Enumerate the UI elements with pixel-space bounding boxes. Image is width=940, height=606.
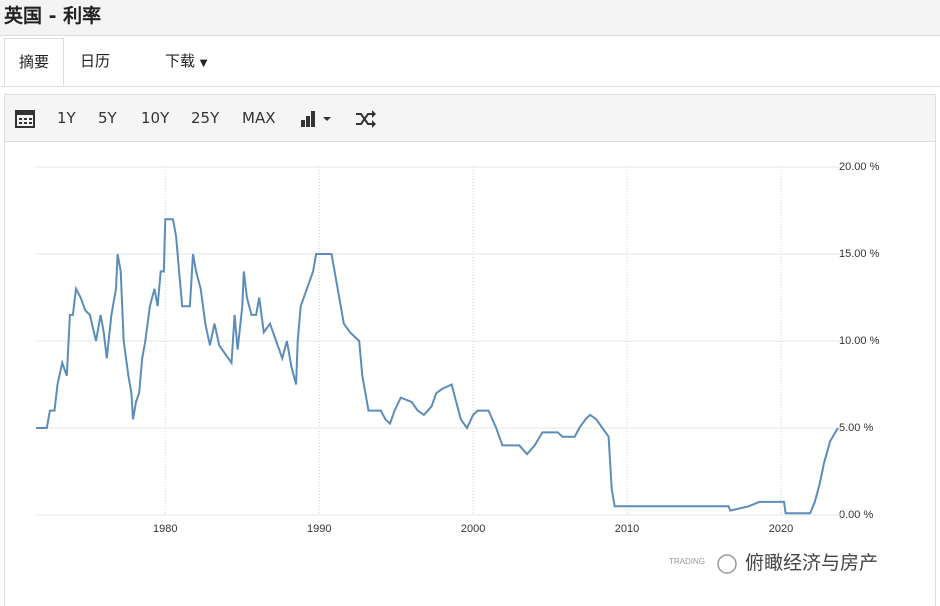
x-tick-label: 1990: [307, 523, 331, 535]
watermark: TRADING: [669, 557, 705, 566]
watermark-icon: [717, 554, 737, 574]
tab[interactable]: 摘要: [4, 38, 64, 86]
x-tick-label: 2020: [769, 523, 793, 535]
range-button[interactable]: 5Y: [98, 109, 117, 127]
toolbar: 1Y 5Y 10Y 25Y MAX: [4, 94, 936, 142]
tab-label: 下载: [165, 52, 196, 70]
page-title: 英国 - 利率: [0, 0, 940, 36]
x-tick-label: 2000: [461, 523, 485, 535]
y-tick-label: 0.00 %: [839, 509, 873, 521]
chart: 2020 2010 2000 1990 1980 20.00 % 15.00 % 10.00 …: [36, 161, 880, 574]
tab-bar: 摘要 日历 下载 ▼: [0, 38, 940, 87]
chart-type-icon[interactable]: [299, 109, 335, 129]
data-line: [36, 218, 839, 515]
calendar-icon[interactable]: [15, 109, 35, 129]
y-tick-label: 20.00 %: [839, 161, 880, 173]
range-button[interactable]: 25Y: [191, 109, 220, 127]
x-tick-label: 2010: [615, 523, 639, 535]
range-button[interactable]: 10Y: [141, 109, 170, 127]
tab[interactable]: 日历: [80, 52, 111, 70]
y-tick-label: 5.00 %: [839, 422, 873, 434]
y-tick-label: 15.00 %: [839, 248, 880, 260]
range-button[interactable]: 1Y: [57, 109, 76, 127]
shuffle-icon[interactable]: [355, 109, 377, 129]
tab[interactable]: 下载 ▼: [165, 52, 208, 70]
chart-area: 2020 2010 2000 1990 1980 20.00 % 15.00 % 10.00 …: [4, 142, 936, 606]
x-tick-label: 1980: [153, 523, 177, 535]
watermark: 俯瞰经济与房产: [745, 552, 878, 574]
range-button[interactable]: MAX: [242, 109, 276, 127]
y-tick-label: 10.00 %: [839, 335, 880, 347]
